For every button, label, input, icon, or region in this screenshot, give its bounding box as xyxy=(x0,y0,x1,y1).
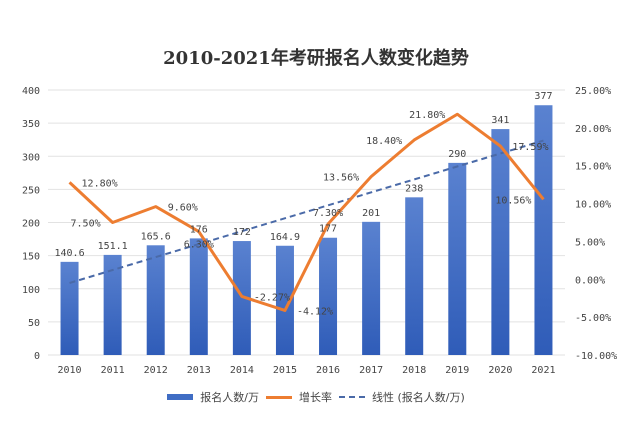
legend-trend-swatch xyxy=(338,396,365,398)
x-tick-label: 2016 xyxy=(316,365,340,376)
bar xyxy=(189,238,208,355)
bar-data-label: 165.6 xyxy=(141,231,171,242)
y-tick-label: 250 xyxy=(22,185,40,196)
bar-data-label: 164.9 xyxy=(270,232,300,243)
bar-data-label: 177 xyxy=(319,224,337,235)
bar xyxy=(405,197,424,355)
x-tick-label: 2020 xyxy=(488,365,512,376)
x-tick-label: 2015 xyxy=(273,365,297,376)
x-tick-label: 2013 xyxy=(187,365,211,376)
bar xyxy=(103,254,122,355)
y-tick-label: 300 xyxy=(22,152,40,163)
line-data-label: 6.30% xyxy=(184,240,214,251)
y2-tick-label: -5.00% xyxy=(575,313,611,324)
line-data-label: 18.40% xyxy=(366,136,402,147)
line-data-label: 12.80% xyxy=(82,178,118,189)
line-data-label: 7.30% xyxy=(313,208,343,219)
y2-tick-label: 0.00% xyxy=(575,275,605,286)
bar-data-label: 290 xyxy=(448,149,466,160)
bar xyxy=(319,237,338,355)
y-tick-label: 350 xyxy=(22,119,40,130)
bar-data-label: 377 xyxy=(534,91,552,102)
bar xyxy=(362,221,381,355)
legend: 报名人数/万 增长率 线性 (报名人数/万) xyxy=(0,389,632,405)
bar xyxy=(60,261,79,355)
x-tick-label: 2010 xyxy=(57,365,81,376)
y2-tick-label: 10.00% xyxy=(575,200,611,211)
y-tick-label: 150 xyxy=(22,252,40,263)
x-tick-label: 2011 xyxy=(101,365,125,376)
line-data-label: 7.50% xyxy=(71,219,101,230)
y-tick-label: 0 xyxy=(34,351,40,362)
x-tick-label: 2019 xyxy=(445,365,469,376)
x-tick-label: 2018 xyxy=(402,365,426,376)
bar-data-label: 140.6 xyxy=(54,248,84,259)
bar-data-label: 201 xyxy=(362,208,380,219)
trendline xyxy=(69,139,544,284)
y2-tick-label: 5.00% xyxy=(575,237,605,248)
line-data-label: -4.12% xyxy=(297,306,333,317)
y2-tick-label: 20.00% xyxy=(575,124,611,135)
y2-tick-label: 15.00% xyxy=(575,162,611,173)
growth-rate-line xyxy=(68,112,545,312)
y-tick-label: 200 xyxy=(22,219,40,230)
legend-bar-swatch xyxy=(167,394,194,400)
line-data-label: -2.27% xyxy=(254,292,290,303)
x-tick-label: 2014 xyxy=(230,365,254,376)
legend-bar-label: 报名人数/万 xyxy=(200,391,259,404)
line-data-label: 13.56% xyxy=(323,173,359,184)
bar xyxy=(146,245,165,355)
chart-title: 2010-2021年考研报名人数变化趋势 xyxy=(163,48,469,69)
line-data-label: 21.80% xyxy=(409,110,445,121)
bar xyxy=(448,162,467,355)
line-data-label: 10.56% xyxy=(495,195,531,206)
line-data-label: 9.60% xyxy=(168,203,198,214)
legend-trend-label: 线性 (报名人数/万) xyxy=(371,391,465,404)
bar-data-label: 176 xyxy=(190,224,208,235)
x-tick-label: 2017 xyxy=(359,365,383,376)
x-tick-label: 2021 xyxy=(531,365,555,376)
bar-data-label: 151.1 xyxy=(98,241,128,252)
bar xyxy=(534,105,553,355)
y2-tick-label: -10.00% xyxy=(575,351,617,362)
y2-tick-label: 25.00% xyxy=(575,86,611,97)
y-tick-label: 50 xyxy=(28,318,40,329)
bar-data-label: 341 xyxy=(491,115,509,126)
bar-data-label: 238 xyxy=(405,183,423,194)
x-tick-label: 2012 xyxy=(144,365,168,376)
y-tick-label: 100 xyxy=(22,285,40,296)
legend-line-swatch xyxy=(265,395,292,399)
legend-line-label: 增长率 xyxy=(298,391,332,404)
bar xyxy=(491,129,510,355)
line-data-label: 17.59% xyxy=(512,142,548,153)
bar xyxy=(275,245,294,355)
y-tick-label: 400 xyxy=(22,86,40,97)
bar-data-label: 172 xyxy=(233,227,251,238)
